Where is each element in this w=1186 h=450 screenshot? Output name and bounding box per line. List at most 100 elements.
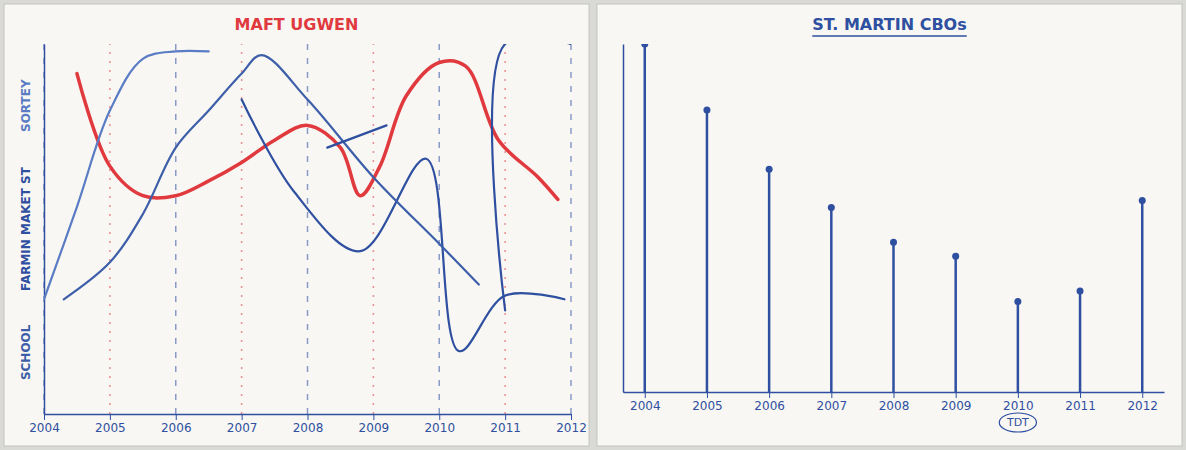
tick-label: 2008 [293, 421, 324, 435]
x-tick: 2008 [293, 414, 324, 435]
chart-panel: ST. MARTIN CBOs2004200520062007200820092… [593, 0, 1186, 450]
tick-mark [1018, 392, 1019, 398]
stem-marker [766, 166, 773, 173]
tick-label: 2010 [424, 421, 455, 435]
stem [892, 242, 895, 392]
tick-mark [956, 392, 957, 398]
y-axis [44, 45, 45, 415]
stem [706, 110, 709, 392]
tick-label: 2007 [227, 421, 258, 435]
x-tick: 2011 [1065, 392, 1096, 413]
series-line [492, 44, 571, 310]
x-tick: 2007 [227, 414, 258, 435]
x-tick: 2006 [754, 392, 785, 413]
stem [1079, 291, 1082, 392]
grid-line [43, 44, 45, 414]
x-tick: 2009 [941, 392, 972, 413]
plot-area [44, 44, 571, 351]
tick-label: 2005 [95, 421, 126, 435]
tick-mark [505, 414, 506, 420]
tick-label: 2010 [1003, 399, 1034, 413]
title-underline [812, 35, 966, 37]
x-tick: 2006 [161, 414, 192, 435]
x-tick: 2004 [29, 414, 60, 435]
tick-label: 2011 [490, 421, 521, 435]
chart-panel: MAFT UGWEN200420052006200720082009201020… [0, 0, 593, 450]
x-tick: 2011 [490, 414, 521, 435]
tick-mark [44, 414, 45, 420]
stem [830, 208, 833, 392]
y-axis-line [623, 45, 625, 393]
stem [768, 169, 771, 392]
x-tick: 2004 [630, 392, 661, 413]
tick-label: 2006 [754, 399, 785, 413]
series-line [64, 55, 479, 299]
stem-marker [828, 204, 835, 211]
stem-marker [1139, 197, 1146, 204]
series-line [327, 125, 386, 147]
series-line [242, 100, 565, 352]
x-tick: 2012 [556, 414, 587, 435]
stem-marker [1014, 298, 1021, 305]
tick-mark [1080, 392, 1081, 398]
series-label: SCHOOL [19, 324, 33, 380]
tick-label: 2004 [29, 421, 60, 435]
tick-mark [1142, 392, 1143, 398]
tick-label: 2009 [941, 399, 972, 413]
chart-title: ST. MARTIN CBOs [812, 15, 966, 34]
tick-mark [645, 392, 646, 398]
tick-mark [769, 392, 770, 398]
grid-line [439, 44, 441, 414]
paper [597, 4, 1182, 446]
x-tick: 2007 [817, 392, 848, 413]
tick-mark [308, 414, 309, 420]
paper [4, 4, 589, 446]
tick-label: 2011 [1065, 399, 1096, 413]
stem-marker [890, 239, 897, 246]
stem [1141, 201, 1144, 392]
x-tick: 2005 [95, 414, 126, 435]
series-line [44, 51, 209, 299]
tick-mark [176, 414, 177, 420]
series-line [77, 61, 558, 200]
y-axis-line [44, 45, 46, 415]
x-tick: 2010 [1003, 392, 1034, 413]
series-label: SORTEY [19, 79, 33, 132]
tick-label: 2007 [817, 399, 848, 413]
x-tick: 2012 [1127, 392, 1158, 413]
x-axis: 2004 2005 2006 2007 2008 2009 2010 2011 2012 [624, 392, 1165, 413]
series-label: FARMIN MAKET ST [19, 166, 33, 291]
plot-area [641, 44, 1145, 392]
annotation: TDT [1006, 416, 1029, 429]
x-tick: 2009 [359, 414, 390, 435]
stem [954, 256, 957, 392]
grid-line [504, 44, 506, 414]
stem-marker [952, 253, 959, 260]
tick-label: 2008 [879, 399, 910, 413]
tick-mark [707, 392, 708, 398]
tick-label: 2005 [692, 399, 723, 413]
tick-mark [439, 414, 440, 420]
stem [644, 44, 647, 392]
grid-line [109, 44, 111, 414]
x-tick: 2010 [424, 414, 455, 435]
grid-line [570, 44, 572, 414]
annotation-circle [999, 413, 1036, 432]
stem-marker [703, 107, 710, 114]
grid-line [175, 44, 177, 414]
tick-mark [894, 392, 895, 398]
tick-mark [373, 414, 374, 420]
tick-label: 2004 [630, 399, 661, 413]
x-tick: 2005 [692, 392, 723, 413]
x-tick: 2008 [879, 392, 910, 413]
tick-label: 2012 [1127, 399, 1158, 413]
tick-label: 2009 [359, 421, 390, 435]
stem-marker [641, 44, 648, 48]
grid-line [373, 44, 375, 414]
y-axis [623, 45, 624, 393]
tick-mark [831, 392, 832, 398]
x-axis: 2004 2005 2006 2007 2008 2009 2010 2011 2012 [29, 414, 587, 435]
stem-marker [1077, 288, 1084, 295]
tick-label: 2006 [161, 421, 192, 435]
chart-title: MAFT UGWEN [235, 15, 359, 34]
